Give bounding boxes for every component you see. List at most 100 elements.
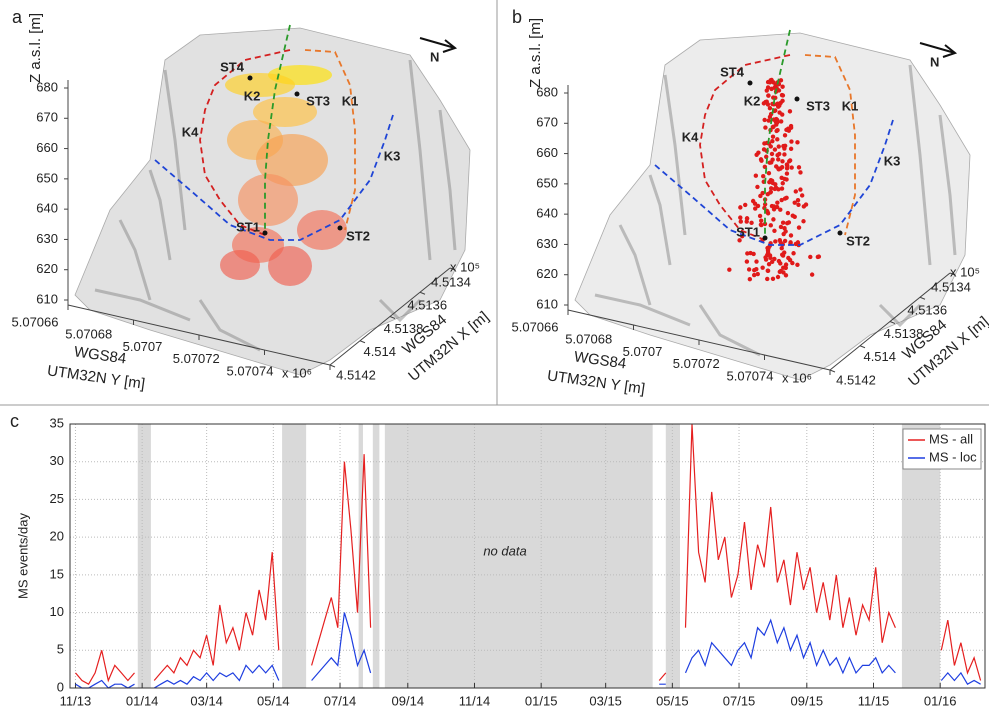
event-dot (787, 109, 793, 114)
x-tick-label: 4.5138 (384, 321, 424, 336)
event-dot (755, 271, 760, 277)
event-dot (772, 256, 777, 262)
event-dot (761, 101, 767, 106)
event-dot (780, 93, 786, 98)
z-tick-label: 620 (36, 261, 58, 276)
event-dot (738, 219, 744, 224)
x-tick (889, 321, 896, 324)
terrain-ridge (163, 69, 187, 231)
station-dot (262, 230, 268, 236)
panel-label: b (512, 7, 522, 27)
event-dot (803, 202, 809, 207)
boundary-curve (654, 119, 894, 246)
event-dot (795, 140, 800, 145)
terrain-ridge (94, 288, 191, 322)
event-dot (785, 220, 790, 226)
north-label: N (430, 49, 439, 64)
terrain-ridge (663, 74, 687, 236)
terrain-ridge (438, 109, 457, 251)
event-dot (764, 208, 770, 214)
event-dot (761, 147, 767, 152)
x-tick-label: 03/14 (190, 693, 223, 708)
y-tick-label: 20 (50, 529, 64, 544)
event-dot (755, 203, 761, 209)
event-dot (764, 88, 769, 93)
station-dot (337, 225, 343, 231)
event-dot (769, 160, 774, 165)
z-tick-label: 620 (536, 266, 558, 281)
no-data-period (137, 424, 151, 688)
event-cloud (256, 134, 328, 186)
event-dot (791, 251, 796, 256)
event-dot (769, 151, 775, 157)
event-dot (779, 186, 785, 191)
station-label: ST3 (806, 98, 830, 113)
z-tick-label: 660 (36, 140, 58, 155)
legend-label: MS - loc (929, 449, 977, 464)
event-dot (808, 254, 813, 260)
event-dot (796, 202, 801, 207)
boundary-curve (804, 54, 856, 236)
event-dot (778, 166, 783, 171)
no-data-period (665, 424, 680, 688)
plot-frame (69, 423, 986, 689)
event-dot (778, 119, 784, 124)
event-dot (745, 251, 750, 256)
curve-label: K1 (342, 93, 359, 108)
event-dot (760, 265, 765, 270)
event-dot (768, 186, 774, 191)
event-cloud (220, 250, 260, 280)
terrain-ridge (648, 174, 672, 266)
event-dot (778, 100, 783, 106)
event-dot (747, 276, 753, 282)
y-tick-label: 5.07072 (673, 356, 720, 371)
z-tick-label: 630 (36, 231, 58, 246)
event-dot (762, 141, 767, 146)
station-label: ST4 (220, 59, 245, 74)
x-tick-label: 4.5136 (407, 298, 447, 313)
terrain-ridge (118, 219, 152, 301)
station-label: ST2 (346, 228, 370, 243)
y-tick-label: 5.07074 (227, 363, 274, 378)
series-line (75, 423, 982, 686)
curve-label: K4 (182, 124, 199, 139)
event-dot (774, 164, 779, 169)
event-cloud (268, 246, 312, 286)
y-tick-label: 30 (50, 453, 64, 468)
curve-label: K2 (744, 93, 761, 108)
station-label: ST2 (846, 233, 870, 248)
y-tick-label: 5.07072 (173, 351, 220, 366)
event-dot (744, 216, 750, 221)
x-multiplier: x 10⁵ (950, 264, 980, 279)
y-multiplier: x 10⁶ (282, 365, 312, 380)
event-dot (780, 159, 785, 164)
x-tick-label: 11/15 (858, 693, 890, 708)
event-dot (775, 120, 780, 125)
z-tick-label: 680 (536, 84, 558, 99)
event-dot (782, 146, 787, 151)
x-tick-label: 4.5142 (336, 367, 376, 382)
event-dot (774, 128, 779, 134)
series-line (75, 612, 981, 689)
x-tick-label: 01/14 (126, 693, 159, 708)
event-dot (770, 139, 775, 144)
event-dot (762, 117, 767, 123)
event-dot (761, 173, 766, 179)
x-tick-label: 05/15 (656, 693, 689, 708)
event-dot (776, 187, 781, 192)
y-tick-label: 35 (50, 415, 64, 430)
no-data-period (384, 424, 653, 688)
y-tick-label: 0 (57, 679, 64, 694)
station-label: ST3 (306, 93, 330, 108)
event-dot (775, 200, 780, 205)
event-dot (782, 238, 788, 244)
boundary-curve (304, 49, 356, 231)
x-tick-label: 4.514 (363, 344, 396, 359)
x-multiplier: x 10⁵ (450, 259, 480, 274)
x-tick-label: 01/16 (924, 693, 957, 708)
event-dot (758, 222, 764, 227)
curve-label: K1 (842, 98, 859, 113)
x-tick-label: 01/15 (525, 693, 558, 708)
event-dot (780, 181, 785, 186)
